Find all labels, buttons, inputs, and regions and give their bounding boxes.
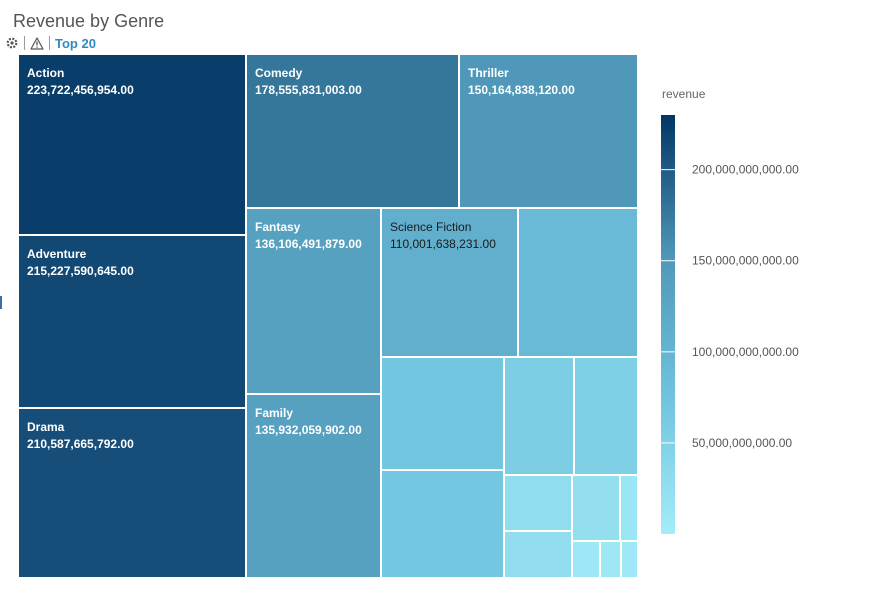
treemap-tile[interactable] — [517, 207, 639, 358]
tile-label: Drama — [27, 420, 65, 434]
treemap-tile[interactable] — [380, 356, 505, 471]
warning-triangle-icon[interactable] — [30, 36, 44, 50]
treemap-tile-rect[interactable] — [503, 356, 575, 476]
treemap-tile-rect[interactable] — [245, 393, 382, 579]
toolbar-divider — [24, 36, 25, 50]
treemap-tile-rect[interactable] — [517, 207, 639, 358]
treemap-tile-rect[interactable] — [503, 474, 573, 532]
treemap-tile-rect[interactable] — [245, 207, 382, 395]
gear-icon[interactable] — [5, 36, 19, 50]
treemap-tile[interactable] — [571, 474, 621, 542]
tile-label: Fantasy — [255, 220, 301, 234]
tile-label: Science Fiction — [390, 220, 471, 234]
tile-value-label: 215,227,590,645.00 — [27, 264, 134, 278]
tile-value-label: 210,587,665,792.00 — [27, 437, 134, 451]
treemap-tile-rect[interactable] — [503, 530, 573, 579]
legend-tick-label: 100,000,000,000.00 — [692, 345, 799, 359]
treemap-tile[interactable] — [503, 356, 575, 476]
treemap-tile-rect[interactable] — [573, 356, 639, 476]
tile-label: Adventure — [27, 247, 87, 261]
treemap-tile[interactable] — [503, 530, 573, 579]
treemap-tile-rect[interactable] — [571, 474, 621, 542]
treemap-tile[interactable] — [620, 540, 639, 579]
legend-title: revenue — [662, 87, 706, 101]
tile-value-label: 178,555,831,003.00 — [255, 83, 362, 97]
tile-value-label: 110,001,638,231.00 — [390, 237, 496, 251]
tile-value-label: 223,722,456,954.00 — [27, 83, 134, 97]
tile-value-label: 136,106,491,879.00 — [255, 237, 362, 251]
tile-label: Comedy — [255, 66, 303, 80]
tile-value-label: 150,164,838,120.00 — [468, 83, 575, 97]
treemap-tile[interactable] — [503, 474, 573, 532]
legend-tick-label: 200,000,000,000.00 — [692, 163, 799, 177]
chart-toolbar: Top 20 — [5, 34, 96, 52]
tile-label: Family — [255, 406, 293, 420]
treemap-tile[interactable]: Fantasy 136,106,491,879.00 — [245, 207, 382, 395]
legend-tick-label: 50,000,000,000.00 — [692, 436, 792, 450]
chart-title: Revenue by Genre — [13, 11, 165, 31]
treemap-tile-rect[interactable] — [380, 207, 519, 358]
treemap-tile-rect[interactable] — [620, 540, 639, 579]
tile-label: Thriller — [468, 66, 509, 80]
resize-handle[interactable] — [0, 296, 2, 309]
tile-value-label: 135,932,059,902.00 — [255, 423, 362, 437]
toolbar-divider — [49, 36, 50, 50]
top-n-filter-link[interactable]: Top 20 — [55, 35, 96, 51]
treemap-tile[interactable]: Family 135,932,059,902.00 — [245, 393, 382, 579]
treemap-tile[interactable] — [573, 356, 639, 476]
treemap-tile-rect[interactable] — [380, 356, 505, 471]
treemap-tile[interactable]: Comedy 178,555,831,003.00 — [245, 53, 460, 209]
treemap-tile[interactable]: Science Fiction 110,001,638,231.00 — [380, 207, 519, 358]
legend-tick-label: 150,000,000,000.00 — [692, 254, 799, 268]
tile-label: Action — [27, 66, 64, 80]
legend-color-bar — [661, 115, 675, 534]
treemap-tile[interactable]: Action 223,722,456,954.00 — [17, 53, 247, 236]
